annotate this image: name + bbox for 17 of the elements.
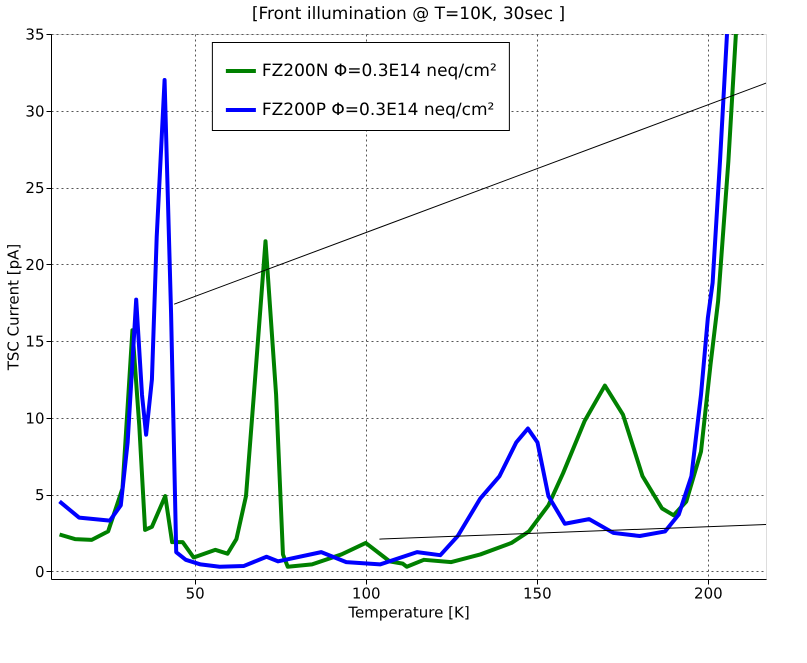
y-tick-label: 30 (25, 102, 44, 120)
y-tick-label: 0 (34, 562, 44, 581)
x-axis-title: Temperature [K] (347, 604, 470, 622)
x-tick-label: 150 (522, 584, 552, 602)
legend-label: FZ200N Φ=0.3E14 neq/cm² (262, 61, 497, 81)
x-tick-label: 200 (694, 584, 723, 602)
y-tick-label: 5 (34, 486, 44, 504)
y-tick-label: 10 (25, 409, 44, 428)
chart-title: [Front illumination @ T=10K, 30sec ] (252, 4, 566, 24)
y-tick-label: 25 (25, 179, 44, 198)
y-tick-label: 20 (25, 256, 44, 274)
x-tick-label: 100 (352, 584, 381, 602)
y-axis-title: TSC Current [pA] (4, 244, 22, 372)
legend-label: FZ200P Φ=0.3E14 neq/cm² (262, 100, 494, 120)
y-tick-label: 35 (25, 26, 44, 44)
x-tick-label: 50 (186, 584, 205, 602)
y-tick-label: 15 (25, 332, 44, 351)
